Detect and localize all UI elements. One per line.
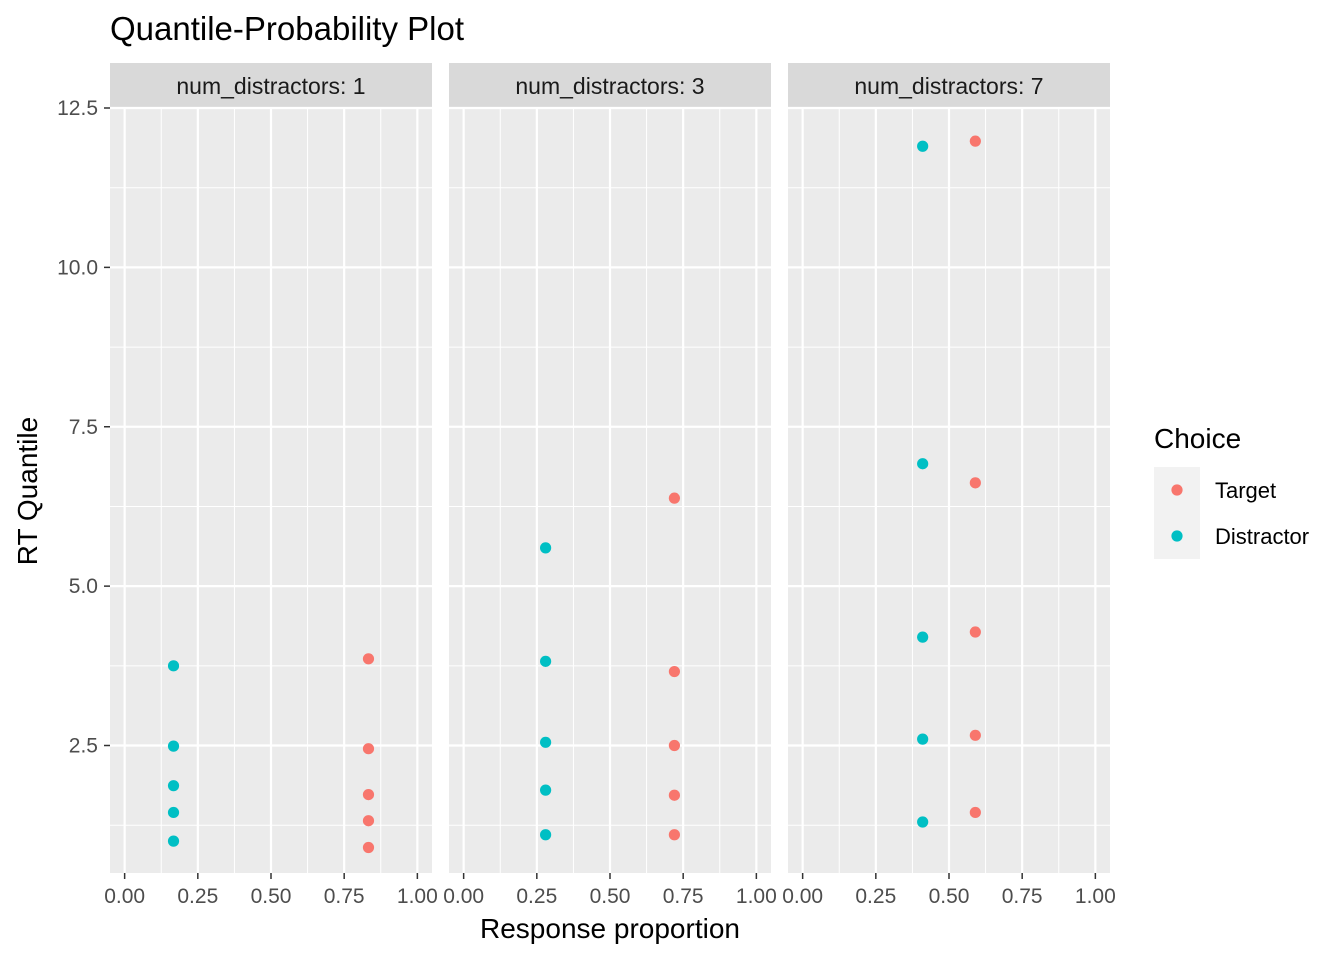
point-distractor <box>917 631 929 643</box>
point-target <box>362 653 375 665</box>
x-tick-label: 0.75 <box>1002 885 1043 908</box>
point-target <box>969 729 981 741</box>
point-target <box>668 829 681 841</box>
x-axis-title: Response proportion <box>480 913 740 944</box>
legend-title: Choice <box>1154 423 1241 454</box>
strip-label: num_distractors: 1 <box>176 73 365 99</box>
legend-label-target: Target <box>1215 478 1276 503</box>
x-tick-label: 0.25 <box>516 885 557 908</box>
x-tick-label: 0.50 <box>590 885 631 908</box>
legend-label-distractor: Distractor <box>1215 524 1309 549</box>
facet-panel: num_distractors: 1 0.00 0.25 0.50 0.75 1.00 <box>104 63 438 908</box>
point-target <box>969 806 981 819</box>
x-tick-label: 0.75 <box>663 885 704 908</box>
point-distractor <box>540 736 552 748</box>
point-distractor <box>540 829 552 841</box>
point-target <box>668 739 681 752</box>
legend-key-background <box>1154 467 1200 559</box>
point-distractor <box>917 816 929 828</box>
point-target <box>969 477 981 489</box>
strip-background <box>110 63 432 108</box>
y-tick-label: 10.0 <box>57 256 98 279</box>
point-target <box>362 743 375 755</box>
point-target <box>668 665 681 678</box>
y-tick-label: 5.0 <box>69 575 98 598</box>
y-tick-label: 2.5 <box>69 735 98 758</box>
x-tick-label: 0.00 <box>782 885 823 908</box>
x-tick-label: 1.00 <box>397 885 438 908</box>
point-distractor <box>540 784 552 796</box>
x-tick-label: 0.75 <box>324 885 365 908</box>
facet-panels: num_distractors: 10.00 0.25 0.50 0.75 1.00nu… <box>104 63 1116 908</box>
point-distractor <box>540 542 552 554</box>
point-distractor <box>917 733 929 745</box>
strip-background <box>449 63 771 108</box>
point-target <box>362 788 375 801</box>
point-target <box>668 492 681 504</box>
point-distractor <box>167 806 180 819</box>
x-tick-label: 0.00 <box>104 885 145 908</box>
point-distractor <box>540 655 552 667</box>
x-tick-label: 0.00 <box>443 885 484 908</box>
legend-key-target <box>1171 484 1183 496</box>
point-target <box>362 815 375 827</box>
y-axis: 2.5 5.0 7.5 10.0 12.5 <box>57 97 110 758</box>
legend-key-distractor <box>1171 530 1183 542</box>
facet-panel: num_distractors: 7 0.00 0.25 0.50 0.75 1.00 <box>782 63 1116 908</box>
x-tick-label: 0.50 <box>251 885 292 908</box>
point-distractor <box>917 140 929 152</box>
point-distractor <box>167 740 180 752</box>
point-distractor <box>917 458 929 470</box>
strip-label: num_distractors: 3 <box>515 73 704 99</box>
x-tick-label: 0.25 <box>177 885 218 908</box>
y-tick-label: 12.5 <box>57 97 98 120</box>
facet-panel: num_distractors: 3 0.00 0.25 0.50 0.75 1.00 <box>443 63 777 908</box>
point-target <box>969 626 981 638</box>
x-tick-label: 0.50 <box>929 885 970 908</box>
y-axis-title: RT Quantile <box>12 417 43 565</box>
strip-background <box>788 63 1110 108</box>
point-distractor <box>167 835 180 847</box>
x-tick-label: 1.00 <box>736 885 777 908</box>
x-tick-label: 0.25 <box>855 885 896 908</box>
x-tick-label: 1.00 <box>1075 885 1116 908</box>
point-distractor <box>167 660 180 672</box>
strip-label: num_distractors: 7 <box>854 73 1043 99</box>
point-distractor <box>167 780 180 792</box>
point-target <box>969 135 981 147</box>
point-target <box>668 789 681 801</box>
point-target <box>362 841 375 854</box>
chart-title: Quantile-Probability Plot <box>110 10 464 47</box>
legend: Choice Target Distractor <box>1154 423 1309 559</box>
y-tick-label: 7.5 <box>69 416 98 439</box>
